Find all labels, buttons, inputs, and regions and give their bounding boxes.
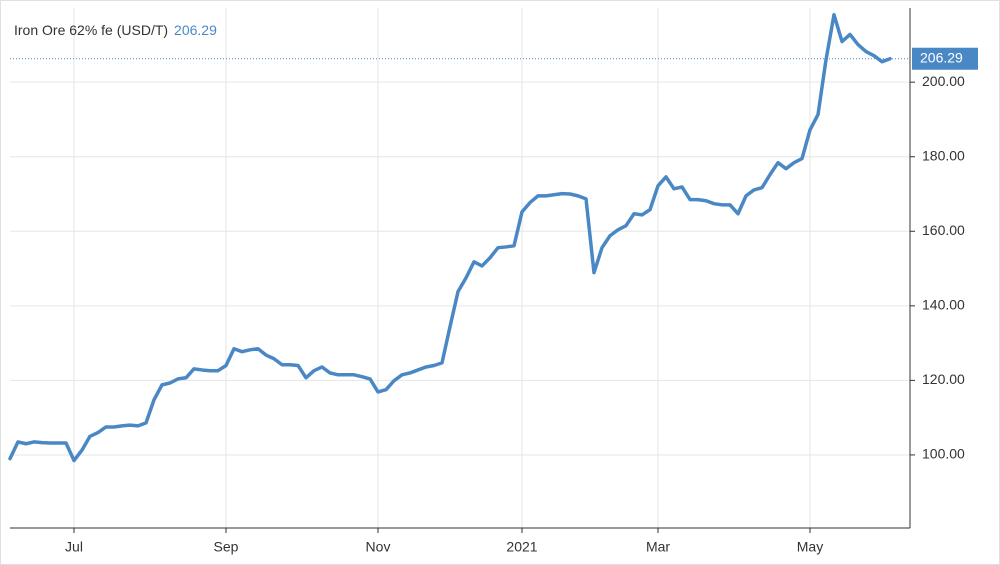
x-tick-label: 2021: [506, 539, 537, 555]
x-tick-label: Nov: [366, 539, 391, 555]
y-tick-label: 140.00: [922, 297, 965, 313]
x-tick-label: Jul: [65, 539, 83, 555]
x-tick-label: May: [797, 539, 823, 555]
y-tick-label: 100.00: [922, 446, 965, 462]
price-line: [8, 12, 892, 463]
y-tick-label: 160.00: [922, 222, 965, 238]
chart-title: Iron Ore 62% fe (USD/T): [14, 22, 168, 38]
header-last-value: 206.29: [174, 22, 217, 38]
y-tick-label: 200.00: [922, 73, 965, 89]
x-tick-label: Sep: [214, 539, 239, 555]
y-tick-label: 120.00: [922, 371, 965, 387]
last-value-box: [912, 47, 978, 70]
last-value-label: 206.29: [920, 49, 963, 65]
chart-header: Iron Ore 62% fe (USD/T) 206.29: [14, 22, 217, 38]
y-tick-label: 180.00: [922, 147, 965, 163]
x-tick-label: Mar: [646, 539, 670, 555]
